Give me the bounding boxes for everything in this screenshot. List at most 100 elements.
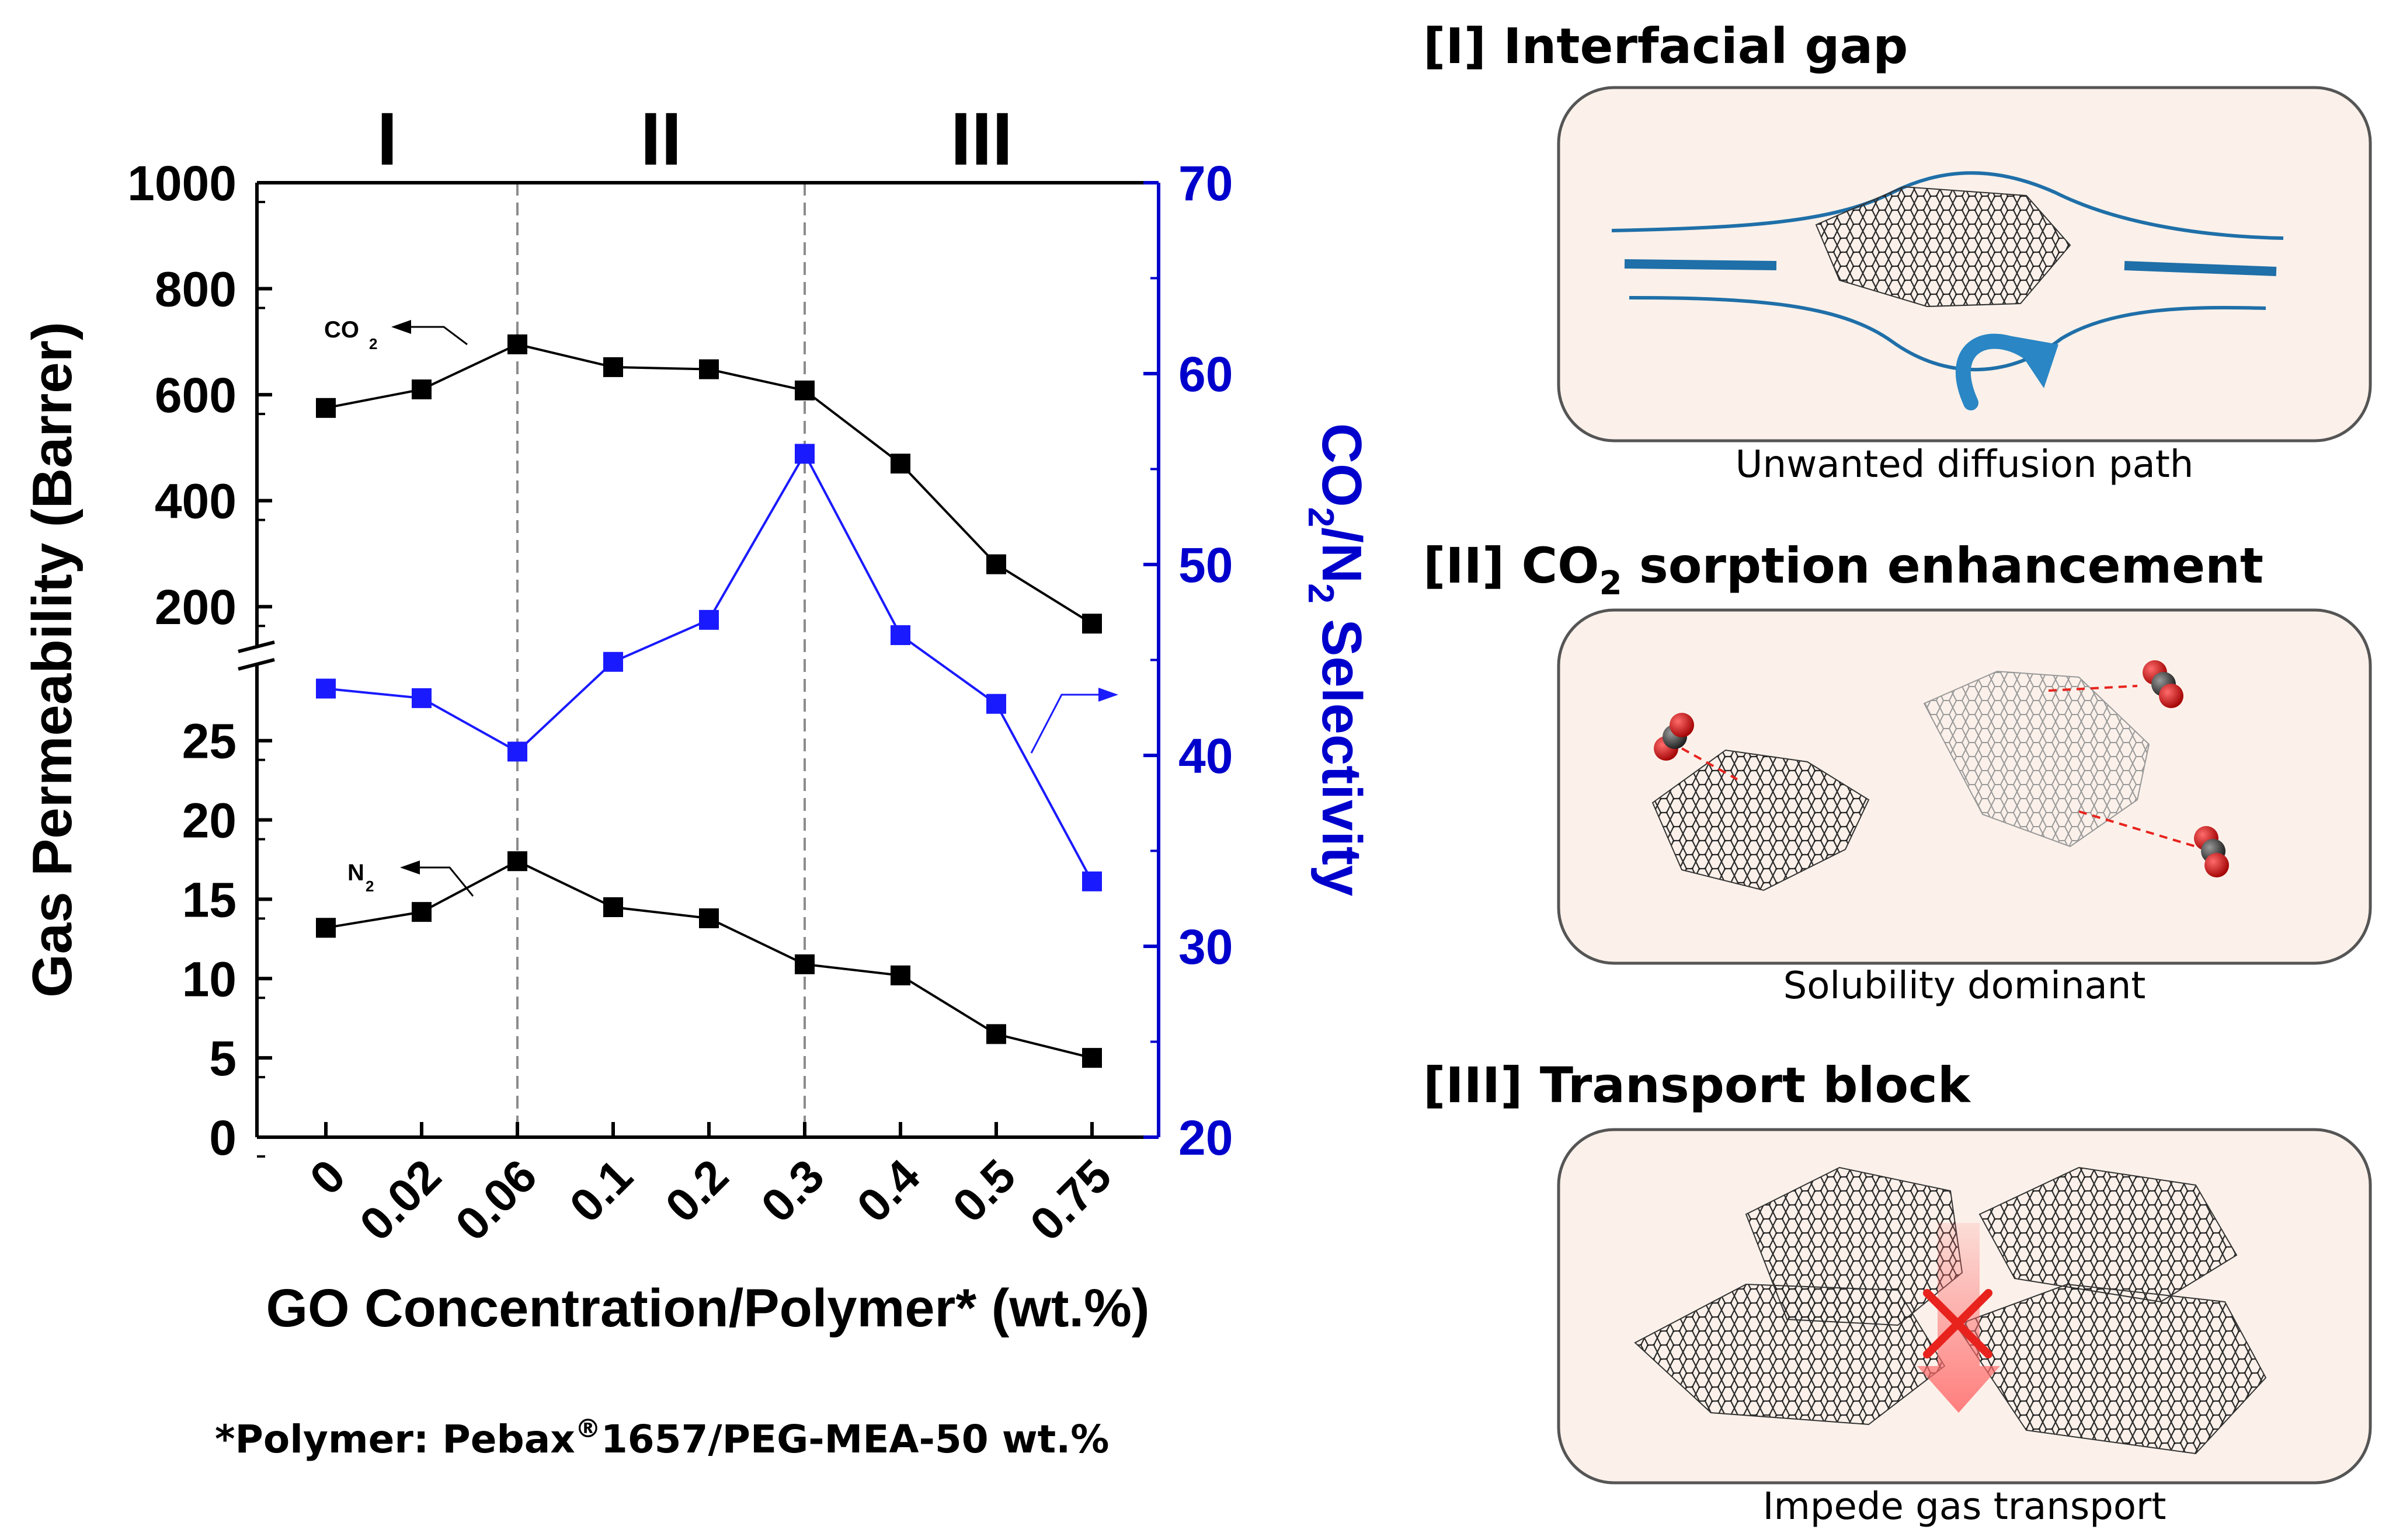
left-tick-label-upper: 1000 (127, 156, 237, 211)
data-point-co2-n2-selectivity (603, 651, 623, 672)
series-line-co2-n2-selectivity (325, 451, 1093, 882)
left-tick-label-upper: 200 (155, 580, 237, 635)
x-tick-label: 0.1 (559, 1149, 642, 1232)
region-label: III (951, 97, 1013, 181)
data-point-n2 (603, 897, 623, 917)
region-dividers (516, 183, 806, 1137)
left-tick-label-lower: 5 (209, 1031, 237, 1086)
data-point-n2 (891, 965, 910, 985)
n2-annotation-leader (418, 866, 474, 897)
axis-break-mark (238, 658, 275, 671)
block-x-icon (1923, 1289, 1992, 1358)
right-tick-label: 70 (1178, 156, 1233, 211)
data-point-co2 (795, 380, 815, 400)
n2-annotation-sub: 2 (366, 877, 374, 895)
left-tick-label-lower: 0 (209, 1110, 237, 1165)
region-labels: I II III (377, 97, 1013, 181)
data-point-n2 (986, 1024, 1006, 1044)
data-point-co2-n2-selectivity (412, 688, 432, 708)
interaction-line (1681, 747, 1738, 781)
polymer-chain-right (2124, 261, 2277, 276)
data-point-n2 (699, 908, 719, 929)
x-tick-label: 0.75 (1020, 1149, 1121, 1250)
left-tick-label-lower: 20 (182, 793, 237, 848)
left-axis-title: Gas Permeability (Barrer) (21, 322, 84, 998)
series-line-co2 (325, 343, 1093, 625)
data-point-n2 (412, 902, 432, 922)
data-point-co2-n2-selectivity (986, 694, 1006, 714)
co2-annotation-sub: 2 (369, 335, 377, 353)
data-point-co2-n2-selectivity (1082, 871, 1102, 891)
x-tick-label: 0.02 (350, 1149, 451, 1250)
right-axis-title: CO2/N2 Selectivity (1300, 423, 1373, 897)
data-point-n2 (795, 954, 815, 974)
panel-3-caption: Impede gas transport (1763, 1485, 2167, 1528)
right-tick-label: 20 (1178, 1110, 1233, 1165)
panel-transport-block: [III] Transport block Impede gas transpo… (1423, 1057, 2372, 1528)
x-axis-ticks: 00.020.06 0.1 0.2 0.3 0.4 0.50.75 (300, 1122, 1121, 1250)
left-tick-label-lower: 10 (182, 952, 237, 1006)
series-line-n2 (325, 859, 1093, 1060)
diffusion-arrowhead-icon (2009, 336, 2058, 388)
co2-molecule-icon (2143, 660, 2183, 708)
left-tick-label-upper: 600 (155, 368, 237, 423)
graphene-oxide-sheet-faded (1923, 670, 2150, 848)
selectivity-annotation-leader (1030, 694, 1101, 754)
graphene-oxide-sheet (1651, 749, 1870, 891)
left-axis-ticks: 0 5 10 15 20 25 200 400 600 800 1000 (127, 156, 272, 1165)
data-point-n2 (507, 851, 527, 872)
x-axis-title: GO Concentration/Polymer* (wt.%) (266, 1278, 1149, 1338)
x-tick-label: 0.2 (655, 1149, 738, 1232)
left-tick-label-upper: 400 (155, 474, 237, 529)
data-point-co2 (891, 454, 910, 474)
n2-annotation-label: N (347, 860, 364, 886)
x-tick-label: 0.06 (446, 1149, 547, 1250)
series-layer (316, 334, 1102, 1068)
right-axis-ticks: 20 30 40 50 60 70 (1143, 156, 1233, 1165)
data-point-co2-n2-selectivity (699, 609, 719, 630)
interaction-line (2078, 810, 2196, 848)
panel-2-caption: Solubility dominant (1783, 964, 2146, 1008)
x-tick-label: 0.3 (751, 1149, 834, 1232)
diffusion-arrow-icon (1956, 333, 2037, 410)
data-point-co2-n2-selectivity (891, 625, 910, 645)
co2-annotation-label: CO (324, 317, 359, 343)
axis-break-mark (238, 640, 275, 653)
graphene-oxide-sheet (1815, 186, 2071, 308)
graphene-oxide-sheet (1978, 1166, 2238, 1303)
panel-3-title: [III] Transport block (1423, 1057, 1971, 1114)
data-point-co2-n2-selectivity (507, 741, 527, 762)
data-point-co2 (986, 554, 1006, 574)
right-tick-label: 50 (1178, 538, 1233, 593)
co2-molecule-icon (2194, 826, 2229, 877)
co2-annotation: CO 2 (324, 317, 468, 353)
right-tick-label: 60 (1178, 347, 1233, 402)
right-tick-label: 30 (1178, 919, 1233, 974)
data-point-n2 (1082, 1048, 1102, 1068)
polymer-chain-left (1624, 259, 1777, 270)
selectivity-annotation (1030, 688, 1118, 754)
data-point-co2 (316, 398, 336, 418)
left-tick-label-lower: 15 (182, 872, 237, 927)
data-point-co2 (603, 357, 623, 377)
data-point-co2 (699, 359, 719, 379)
x-tick-label: 0.5 (943, 1149, 1025, 1232)
n2-annotation: N 2 (347, 860, 474, 897)
region-label: I (377, 97, 398, 181)
footnote: *Polymer: Pebax®1657/PEG-MEA-50 wt.% (215, 1414, 1109, 1462)
panel-2-title: [II] CO2 sorption enhancement (1423, 537, 2263, 602)
graphene-oxide-sheet (1955, 1283, 2267, 1455)
x-tick-label: 0.4 (847, 1149, 930, 1232)
left-tick-label-upper: 800 (155, 262, 237, 317)
right-tick-label: 40 (1178, 729, 1233, 783)
co2-molecule-icon (1654, 713, 1694, 761)
panel-1-caption: Unwanted diffusion path (1736, 443, 2194, 486)
selectivity-annotation-arrowhead (1098, 688, 1118, 702)
data-point-co2 (507, 334, 527, 354)
panel-1-title: [I] Interfacial gap (1423, 18, 1908, 75)
co2-annotation-leader (409, 326, 468, 346)
n2-annotation-arrowhead (400, 860, 420, 874)
